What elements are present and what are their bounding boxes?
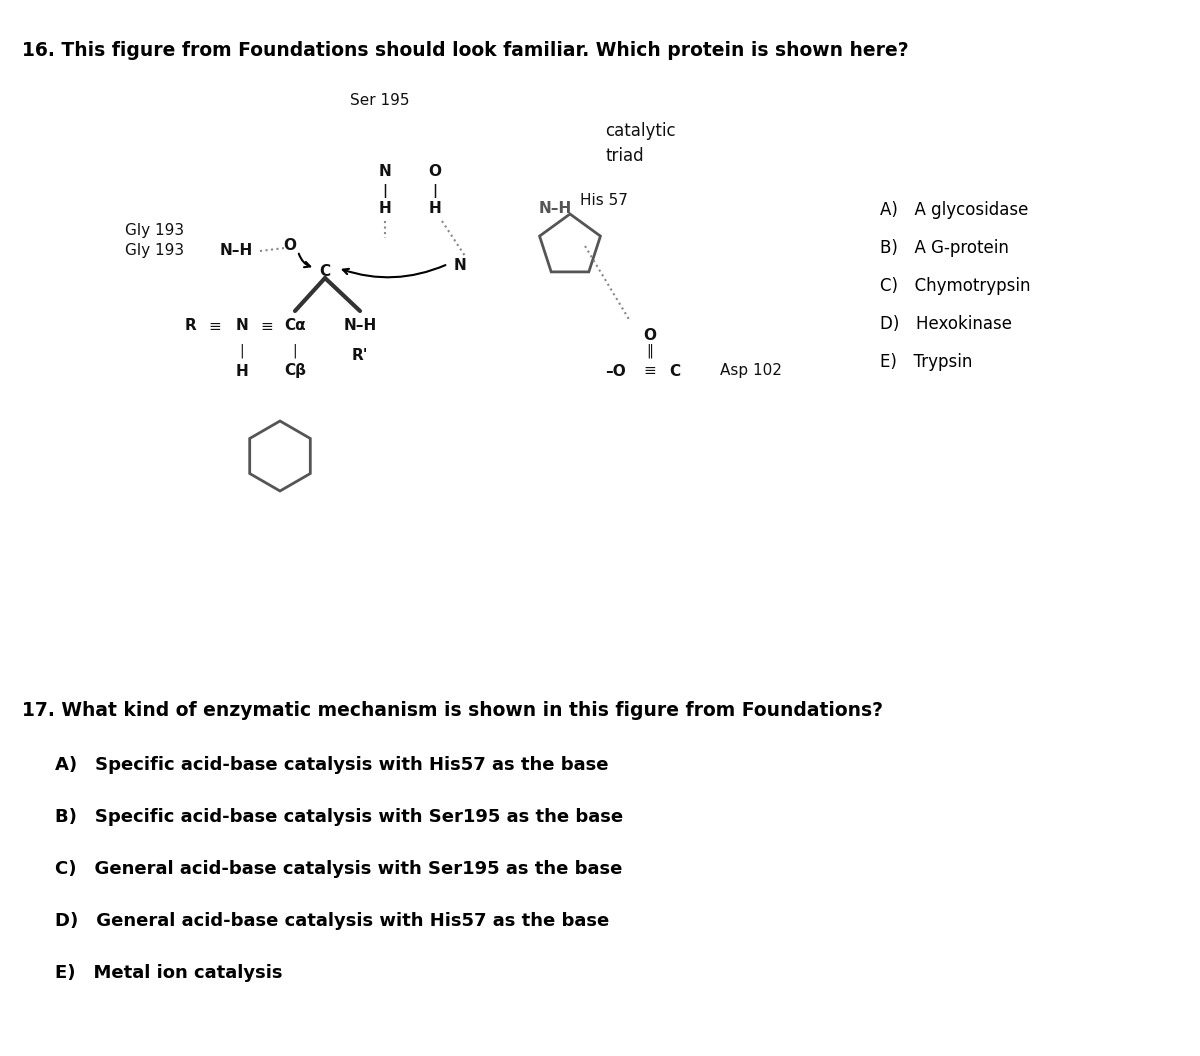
Text: 16. This figure from Foundations should look familiar. Which protein is shown he: 16. This figure from Foundations should … [22, 41, 908, 60]
Text: A) A glycosidase: A) A glycosidase [880, 201, 1028, 219]
Text: E) Metal ion catalysis: E) Metal ion catalysis [55, 964, 282, 982]
Text: Gly 193: Gly 193 [125, 244, 184, 259]
Text: D) General acid-base catalysis with His57 as the base: D) General acid-base catalysis with His5… [55, 912, 610, 930]
Text: N–H: N–H [343, 319, 377, 334]
Text: C: C [670, 363, 680, 378]
Text: O: O [283, 239, 296, 253]
Text: C) Chymotrypsin: C) Chymotrypsin [880, 277, 1031, 295]
Text: N–H: N–H [220, 244, 253, 259]
Text: triad: triad [605, 147, 643, 165]
Text: ‖: ‖ [647, 344, 654, 358]
Text: |: | [383, 184, 388, 199]
Text: N: N [235, 319, 248, 334]
Text: B) A G-protein: B) A G-protein [880, 239, 1009, 257]
Text: 17. What kind of enzymatic mechanism is shown in this figure from Foundations?: 17. What kind of enzymatic mechanism is … [22, 701, 883, 720]
Text: |: | [240, 344, 245, 358]
Text: –O: –O [605, 363, 625, 378]
Text: R: R [184, 319, 196, 334]
Text: A) Specific acid-base catalysis with His57 as the base: A) Specific acid-base catalysis with His… [55, 756, 608, 774]
Text: H: H [428, 202, 442, 216]
Text: ≡: ≡ [209, 319, 221, 334]
Text: Ser 195: Ser 195 [350, 94, 409, 109]
Text: H: H [379, 202, 391, 216]
Text: ≡: ≡ [643, 363, 656, 378]
Text: N: N [379, 164, 391, 178]
Text: C) General acid-base catalysis with Ser195 as the base: C) General acid-base catalysis with Ser1… [55, 860, 623, 878]
Text: R': R' [352, 348, 368, 363]
Text: catalytic: catalytic [605, 122, 676, 140]
Text: E) Trypsin: E) Trypsin [880, 353, 972, 371]
Text: ≡: ≡ [260, 319, 274, 334]
Text: O: O [428, 164, 442, 178]
Text: N–H: N–H [539, 202, 571, 216]
Text: Cα: Cα [284, 319, 306, 334]
Text: C: C [319, 264, 330, 279]
Text: Gly 193: Gly 193 [125, 224, 184, 239]
Text: N: N [454, 259, 467, 274]
Text: His 57: His 57 [580, 193, 628, 208]
Text: H: H [235, 363, 248, 378]
Text: Asp 102: Asp 102 [720, 363, 782, 378]
Text: D) Hexokinase: D) Hexokinase [880, 315, 1012, 333]
Text: |: | [432, 184, 438, 199]
Text: O: O [643, 328, 656, 343]
Text: Cβ: Cβ [284, 363, 306, 378]
Text: |: | [293, 344, 298, 358]
Text: B) Specific acid-base catalysis with Ser195 as the base: B) Specific acid-base catalysis with Ser… [55, 808, 623, 826]
